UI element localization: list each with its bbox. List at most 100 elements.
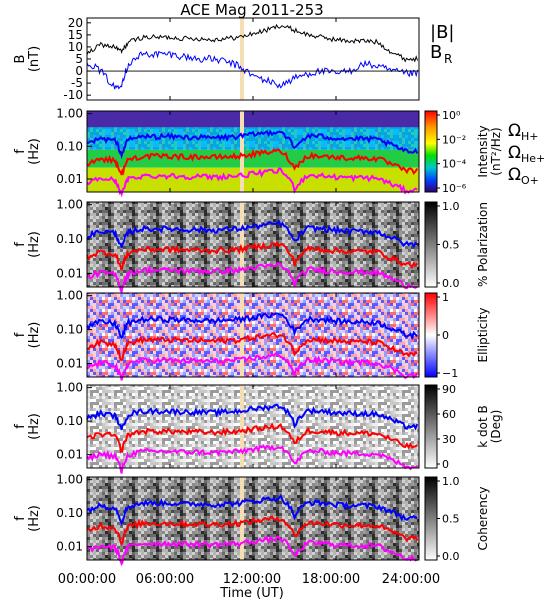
colorbar-tick-label: 0 — [442, 458, 449, 471]
x-tick-label: 18:00:00 — [302, 572, 360, 587]
legend-label-sub: R — [444, 52, 452, 66]
series-omega-o-line — [86, 444, 418, 474]
legend-label: Ω — [508, 165, 521, 185]
colorbar-tick-label: 90 — [442, 383, 456, 396]
y-tick-label: 20 — [68, 16, 83, 30]
x-tick-label: 24:00:00 — [382, 572, 440, 587]
series-omega-h-line — [86, 219, 418, 249]
panel-kdotb: 1.00 0.10 0.01 f (Hz) 90 60 30 0 k dot B (Deg) — [13, 381, 503, 474]
series-omega-o-line — [86, 534, 418, 566]
y-axis-label: f — [13, 332, 28, 337]
colorbar — [424, 201, 438, 288]
y-tick-label: 0.01 — [56, 266, 83, 280]
x-tick-label: 00:00:00 — [58, 572, 116, 587]
colorbar-title: k dot B — [476, 405, 490, 447]
plot-area — [87, 18, 419, 100]
y-tick-label: 10 — [68, 40, 83, 54]
colorbar-title: Ellipticity — [476, 308, 490, 363]
y-tick-label: 1.00 — [56, 473, 83, 487]
colorbar-tick-label: 60 — [442, 408, 456, 421]
y-tick-label: 0.01 — [56, 540, 83, 554]
x-axis-label: Time (UT) — [219, 586, 284, 600]
y-axis-label: f — [13, 424, 28, 429]
colorbar-tick-label: 0.5 — [442, 239, 460, 252]
colorbar-tick-label: 0.0 — [442, 550, 460, 563]
data-gap — [240, 202, 244, 287]
y-axis-unit: (Hz) — [27, 413, 42, 440]
series-omega-h-line — [86, 312, 418, 341]
colorbar-tick-label: 0 — [442, 329, 449, 342]
panel-polarization: 1.00 0.10 0.01 f (Hz) 1.0 0.5 0.0 % Polarization — [13, 198, 490, 296]
data-gap — [240, 477, 244, 560]
series-omega-h-line — [86, 403, 419, 431]
colorbar-unit: (nT²/Hz) — [489, 127, 503, 175]
colorbar-tick-label: 0.5 — [442, 513, 460, 526]
colorbar-tick-label: 10⁰ — [442, 109, 461, 122]
y-tick-label: 15 — [68, 28, 83, 42]
colorbar-tick-label: −1 — [442, 367, 458, 380]
series-omega-he-line — [86, 515, 419, 546]
y-tick-label: -5 — [71, 76, 83, 90]
colorbar-tick-label: 30 — [442, 433, 456, 446]
y-axis-label: f — [13, 516, 28, 521]
y-tick-label: -10 — [63, 88, 83, 102]
legend-label-sub: H+ — [521, 130, 539, 143]
series-omega-o-line — [86, 167, 418, 198]
colorbar-tick-label: 1.0 — [442, 200, 460, 213]
legend-label: Ω — [508, 143, 521, 163]
colorbar-title: % Polarization — [476, 202, 490, 287]
x-tick-label: 06:00:00 — [136, 572, 194, 587]
spectrogram — [87, 293, 419, 377]
x-tick-label: 12:00:00 — [223, 572, 281, 587]
series-omega-he-line — [86, 422, 418, 454]
colorbar-tick-label: 10⁻⁶ — [442, 182, 467, 195]
y-tick-label: 1.00 — [56, 198, 83, 212]
y-axis-unit: (Hz) — [27, 138, 42, 165]
y-tick-label: 0.01 — [56, 172, 83, 186]
legend-label: B — [430, 42, 442, 63]
y-tick-label: 1.00 — [56, 381, 83, 395]
panel-coherency: 1.00 0.10 0.01 f (Hz) 1.0 0.5 0.0 Coherency — [13, 473, 490, 566]
legend-label-sub: O+ — [521, 174, 539, 187]
spectrogram-band — [87, 149, 419, 168]
data-gap — [240, 293, 244, 377]
y-axis-unit: (Hz) — [27, 231, 42, 258]
y-axis-label: f — [13, 149, 28, 154]
y-tick-label: 0.01 — [56, 357, 83, 371]
colorbar-tick-label: 10⁻⁴ — [442, 158, 467, 171]
legend-label-sub: He+ — [521, 152, 545, 165]
data-gap — [240, 385, 244, 468]
colorbar — [424, 292, 438, 378]
colorbar — [424, 384, 438, 469]
colorbar-tick-label: 10⁻² — [442, 133, 466, 146]
series-omega-o-line — [86, 262, 418, 296]
y-axis-label: f — [13, 242, 28, 247]
y-tick-label: 1.00 — [56, 289, 83, 303]
y-axis-unit: (Hz) — [27, 322, 42, 349]
colorbar — [424, 476, 438, 561]
colorbar-tick-label: 1 — [442, 291, 449, 304]
y-tick-label: 0.10 — [56, 139, 83, 153]
series-omega-o-line — [86, 352, 419, 381]
y-tick-label: 0 — [75, 64, 83, 78]
y-axis-unit: (nT) — [27, 46, 42, 72]
y-tick-label: 0.10 — [56, 414, 83, 428]
spectrogram-band — [87, 127, 419, 150]
colorbar — [424, 110, 438, 193]
series-omega-he-line — [86, 331, 418, 362]
legend-label: |B| — [430, 22, 454, 43]
series-omega-h-line — [86, 129, 419, 160]
series-omega-h-line — [86, 493, 418, 526]
series-b-total-line — [86, 23, 419, 63]
panel-intensity: 1.00 0.10 0.01 f (Hz) 10⁰ 10⁻² 10⁻⁴ 10⁻⁶ Intensit… — [13, 107, 545, 198]
colorbar-title: Coherency — [476, 486, 490, 550]
y-tick-label: 0.10 — [56, 323, 83, 337]
legend-label: Ω — [508, 121, 521, 141]
x-axis: 00:00:00 06:00:00 12:00:00 18:00:00 24:0… — [58, 572, 440, 600]
series-omega-he-line — [86, 148, 419, 176]
chart-title: ACE Mag 2011-253 — [180, 1, 323, 19]
spectrogram-band — [87, 111, 419, 129]
